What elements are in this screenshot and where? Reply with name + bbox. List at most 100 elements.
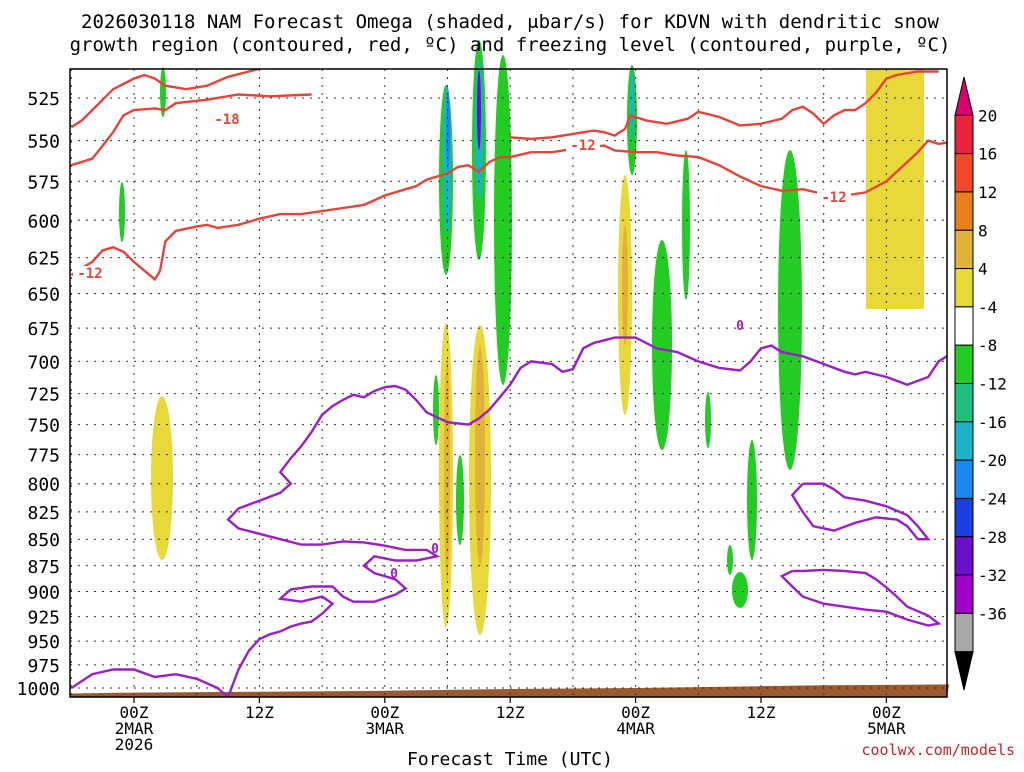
colorbar-label: 8 bbox=[978, 221, 988, 240]
x-tick-label: 00Z bbox=[872, 703, 901, 722]
omega-shaded-region bbox=[652, 240, 672, 450]
colorbar-bottom-arrow bbox=[954, 651, 974, 691]
contour-dgz_mid bbox=[70, 93, 312, 167]
omega-shaded-region bbox=[456, 455, 464, 545]
colorbar-label: -16 bbox=[978, 413, 1007, 432]
x-tick-label: 00Z bbox=[370, 703, 399, 722]
y-tick-label: 625 bbox=[27, 249, 60, 270]
red-contour-label: -12 bbox=[821, 190, 846, 206]
colorbar-segment bbox=[954, 612, 974, 653]
contour-dgz_top bbox=[70, 69, 264, 129]
chart-title-line2: growth region (contoured, red, ºC) and f… bbox=[70, 34, 951, 56]
colorbar-label: -28 bbox=[978, 528, 1007, 547]
omega-shaded-region bbox=[682, 150, 690, 300]
omega-shaded-region bbox=[630, 70, 634, 140]
x-tick-label: 12Z bbox=[245, 703, 274, 722]
x-tick-label: 5MAR bbox=[867, 719, 906, 738]
contour-freezing_right_lower bbox=[779, 568, 942, 627]
contour-label-bg bbox=[566, 138, 600, 152]
contour-freezing_right_upper bbox=[790, 482, 931, 541]
y-axis: 525 550 575 600 625 650 675 700 725 750 775 800 825 8… bbox=[17, 89, 60, 700]
omega-shaded-region bbox=[732, 572, 748, 608]
colorbar-segment bbox=[954, 459, 974, 499]
omega-shading-layer bbox=[70, 40, 950, 697]
omega-shaded-region bbox=[151, 396, 173, 560]
y-tick-label: 975 bbox=[27, 656, 60, 677]
colorbar-segment bbox=[954, 229, 974, 270]
omega-shaded-region bbox=[119, 182, 125, 242]
y-tick-label: 850 bbox=[27, 530, 60, 551]
x-tick-label: 00Z bbox=[120, 703, 149, 722]
colorbar-segment bbox=[954, 497, 974, 538]
y-tick-label: 900 bbox=[27, 583, 60, 604]
x-tick-label: 4MAR bbox=[616, 719, 655, 738]
omega-shaded-region bbox=[622, 225, 628, 345]
purple-contour-label: 0 bbox=[736, 319, 744, 334]
purple-contour-label: 0 bbox=[390, 567, 398, 582]
colorbar-label: 20 bbox=[978, 106, 997, 125]
colorbar-segment bbox=[954, 383, 974, 423]
contour-label-bg bbox=[73, 266, 107, 280]
x-tick-label: 3MAR bbox=[366, 719, 405, 738]
y-tick-label: 800 bbox=[27, 475, 60, 496]
purple-contour-label: 0 bbox=[431, 542, 439, 557]
terrain-fill bbox=[70, 684, 950, 697]
colorbar-label: -32 bbox=[978, 566, 1007, 585]
colorbar-label: -36 bbox=[978, 604, 1007, 623]
omega-shaded-region bbox=[866, 69, 924, 309]
omega-shaded-region bbox=[747, 440, 757, 560]
x-tick-label: 00Z bbox=[621, 703, 650, 722]
colorbar-top-arrow bbox=[954, 76, 974, 116]
y-tick-label: 825 bbox=[27, 503, 60, 524]
omega-shaded-region bbox=[433, 375, 439, 445]
omega-shaded-region bbox=[160, 67, 166, 117]
y-tick-label: 925 bbox=[27, 608, 60, 629]
y-tick-label: 600 bbox=[27, 211, 60, 232]
y-tick-label: 750 bbox=[27, 416, 60, 437]
red-contour-label: -18 bbox=[214, 112, 239, 128]
omega-shaded-region bbox=[727, 545, 733, 575]
contour-label-bg bbox=[817, 190, 851, 204]
contour-dgz_upper_right bbox=[510, 70, 939, 141]
contour-freezing_main bbox=[70, 336, 947, 697]
omega-shaded-region bbox=[477, 70, 481, 150]
x-axis-label: Forecast Time (UTC) bbox=[407, 749, 613, 768]
colorbar-label: 12 bbox=[978, 183, 997, 202]
y-tick-label: 525 bbox=[27, 89, 60, 110]
plot-frame bbox=[69, 68, 948, 698]
colorbar-label: -12 bbox=[978, 375, 1007, 394]
colorbar-segment bbox=[954, 191, 974, 231]
colorbar-segment bbox=[954, 344, 974, 384]
contour-label-bg bbox=[210, 112, 244, 126]
red-contour-label: -12 bbox=[570, 138, 595, 154]
y-tick-label: 675 bbox=[27, 319, 60, 340]
omega-shaded-region bbox=[778, 150, 802, 470]
y-tick-label: 1000 bbox=[17, 679, 60, 700]
contour-dgz_lower bbox=[70, 139, 947, 282]
red-contour-label: -12 bbox=[77, 266, 102, 282]
omega-shaded-region bbox=[705, 392, 711, 448]
colorbar-segment bbox=[954, 268, 974, 308]
colorbar-segment bbox=[954, 306, 974, 346]
y-tick-label: 775 bbox=[27, 446, 60, 467]
x-tick-label: 2MAR bbox=[115, 719, 154, 738]
y-tick-label: 550 bbox=[27, 132, 60, 153]
x-tick-label: 12Z bbox=[747, 703, 776, 722]
colorbar-segment bbox=[954, 574, 974, 614]
colorbar-label: 4 bbox=[978, 260, 988, 279]
colorbar-segment bbox=[954, 421, 974, 461]
colorbar-label: 16 bbox=[978, 145, 997, 164]
y-tick-label: 950 bbox=[27, 632, 60, 653]
chart-title-line1: 2026030118 NAM Forecast Omega (shaded, μ… bbox=[81, 11, 939, 33]
y-tick-label: 875 bbox=[27, 557, 60, 578]
y-tick-label: 650 bbox=[27, 285, 60, 306]
colorbar-segment bbox=[954, 114, 974, 155]
colorbar-label: -8 bbox=[978, 336, 997, 355]
colorbar-segment bbox=[954, 536, 974, 576]
contour-labels: -18 -12 -12 -12 0 0 0 bbox=[73, 112, 851, 582]
x-tick-label: 2026 bbox=[115, 735, 154, 754]
x-tick-label: 12Z bbox=[496, 703, 525, 722]
